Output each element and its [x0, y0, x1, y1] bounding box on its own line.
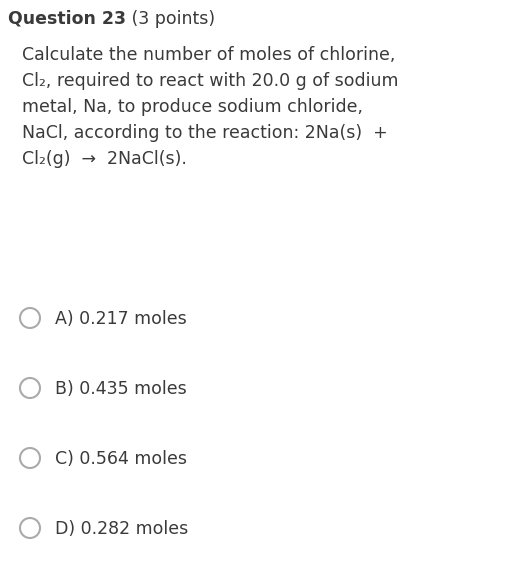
Text: Calculate the number of moles of chlorine,: Calculate the number of moles of chlorin… — [22, 46, 396, 64]
Text: A) 0.217 moles: A) 0.217 moles — [55, 310, 187, 328]
Text: (3 points): (3 points) — [126, 10, 215, 28]
Text: B) 0.435 moles: B) 0.435 moles — [55, 380, 187, 398]
Text: C) 0.564 moles: C) 0.564 moles — [55, 450, 187, 468]
Text: Question 23: Question 23 — [8, 10, 126, 28]
Text: Cl₂, required to react with 20.0 g of sodium: Cl₂, required to react with 20.0 g of so… — [22, 72, 398, 90]
Text: D) 0.282 moles: D) 0.282 moles — [55, 520, 189, 538]
Text: Cl₂(g)  →  2NaCl(s).: Cl₂(g) → 2NaCl(s). — [22, 150, 187, 168]
Text: metal, Na, to produce sodium chloride,: metal, Na, to produce sodium chloride, — [22, 98, 363, 116]
Text: NaCl, according to the reaction: 2Na(s)  +: NaCl, according to the reaction: 2Na(s) … — [22, 124, 388, 142]
